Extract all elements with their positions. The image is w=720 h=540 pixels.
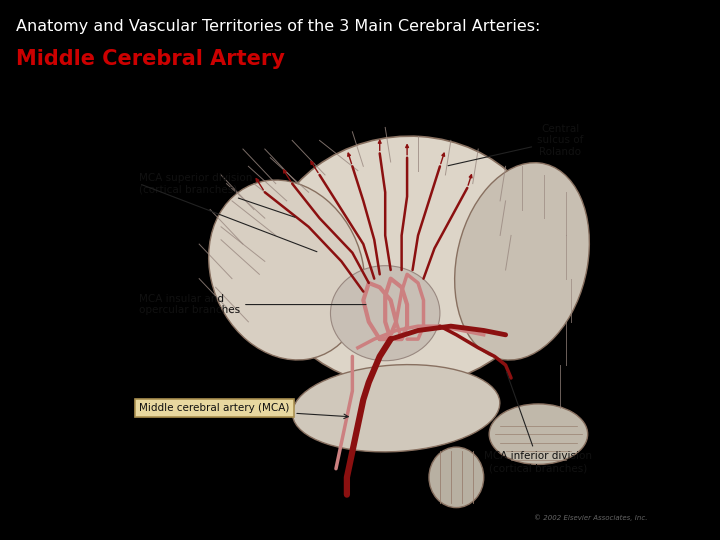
Ellipse shape: [454, 163, 590, 360]
Text: Central
sulcus of
Rolando: Central sulcus of Rolando: [448, 124, 583, 166]
Ellipse shape: [330, 266, 440, 361]
Ellipse shape: [429, 447, 484, 508]
Text: Anatomy and Vascular Territories of the 3 Main Cerebral Arteries:: Anatomy and Vascular Territories of the …: [16, 19, 540, 34]
Text: MCA inferior division
(cortical branches): MCA inferior division (cortical branches…: [485, 372, 593, 473]
Text: MCA insular and
opercular branches: MCA insular and opercular branches: [139, 294, 366, 315]
Text: Middle cerebral artery (MCA): Middle cerebral artery (MCA): [139, 403, 348, 418]
Text: Middle Cerebral Artery: Middle Cerebral Artery: [16, 49, 284, 69]
Ellipse shape: [265, 136, 549, 387]
Ellipse shape: [489, 404, 588, 464]
Ellipse shape: [292, 364, 500, 452]
Text: © 2002 Elsevier Associates, Inc.: © 2002 Elsevier Associates, Inc.: [534, 514, 648, 521]
Text: MCA superior division
(cortical branches): MCA superior division (cortical branches…: [139, 173, 295, 217]
Ellipse shape: [209, 180, 365, 360]
